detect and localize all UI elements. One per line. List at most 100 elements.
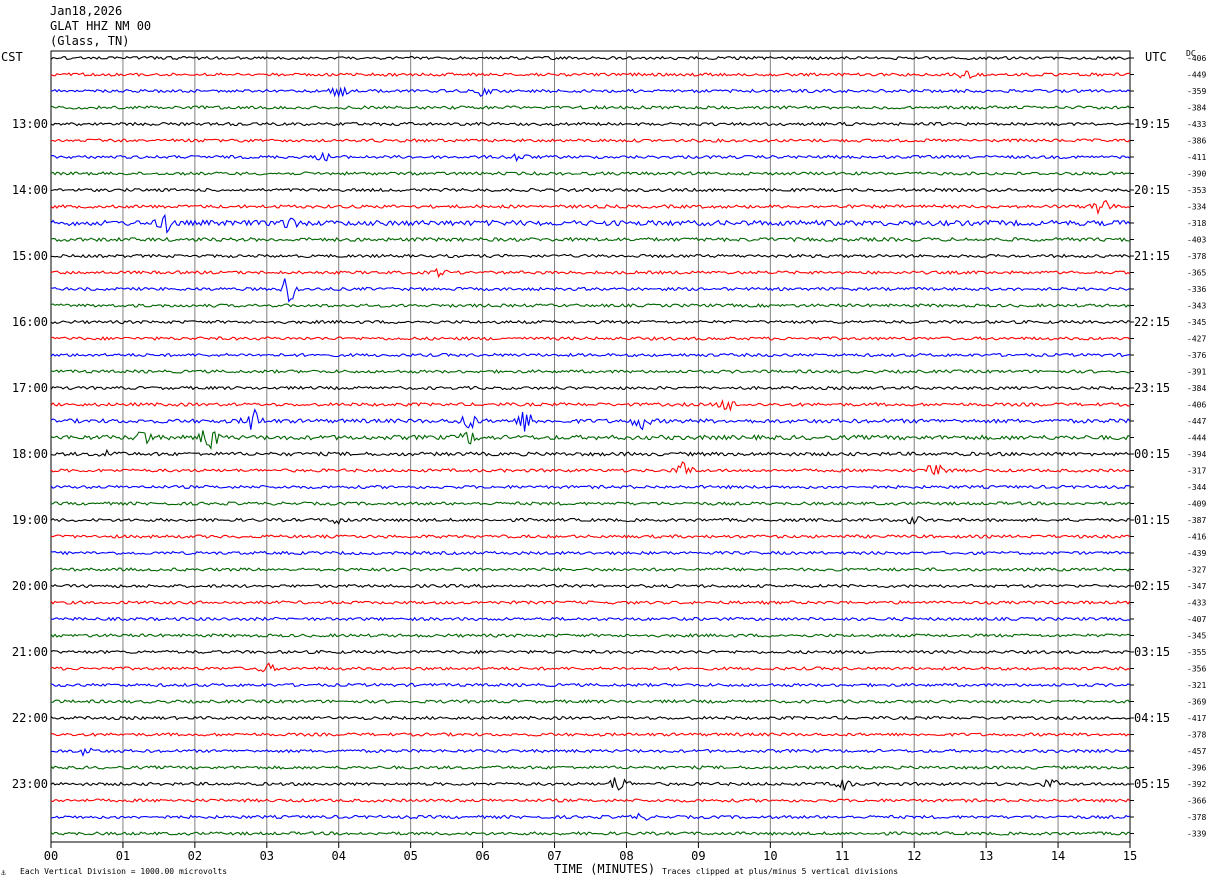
dc-offset-label: -318 [1187, 219, 1206, 228]
trace-row [50, 151, 1131, 163]
trace-row [50, 138, 1131, 143]
x-tick-label: 03 [260, 849, 274, 863]
dc-offset-label: -396 [1187, 764, 1206, 773]
trace-row [50, 85, 1131, 98]
trace-row [50, 515, 1131, 525]
trace-row [50, 319, 1131, 325]
utc-hour-label: 02:15 [1134, 579, 1170, 593]
x-tick-label: 01 [116, 849, 130, 863]
cst-hour-label: 16:00 [12, 315, 48, 329]
utc-axis-title: UTC [1145, 50, 1167, 64]
station-code: GLAT HHZ NM 00 [50, 19, 152, 33]
x-tick-label: 11 [835, 849, 849, 863]
minute-grid [50, 50, 1131, 848]
dc-offset-label: -439 [1187, 549, 1206, 558]
dc-offset-label: -339 [1187, 830, 1206, 839]
dc-offset-label: -345 [1187, 318, 1206, 327]
x-tick-label: 07 [547, 849, 561, 863]
x-tick-label: 02 [188, 849, 202, 863]
dc-offset-label: -347 [1187, 582, 1206, 591]
trace-row [50, 121, 1131, 127]
utc-hour-label: 21:15 [1134, 249, 1170, 263]
trace-row [50, 430, 1131, 451]
x-tick-label: 04 [332, 849, 346, 863]
x-tick-label: 10 [763, 849, 777, 863]
cst-hour-label: 14:00 [12, 183, 48, 197]
trace-row [50, 534, 1131, 539]
trace-row [50, 278, 1131, 303]
cst-hour-label: 20:00 [12, 579, 48, 593]
cst-hour-label: 17:00 [12, 381, 48, 395]
dc-offset-label: -386 [1187, 137, 1206, 146]
trace-row [50, 501, 1131, 506]
dc-title: DC [1186, 49, 1196, 58]
dc-offset-label: -376 [1187, 351, 1206, 360]
trace-row [50, 267, 1131, 279]
trace-row [50, 303, 1131, 308]
dc-offset-label: -378 [1187, 252, 1206, 261]
dc-offset-label: -327 [1187, 566, 1206, 575]
cst-axis-title: CST [1, 50, 23, 64]
utc-hour-label: 20:15 [1134, 183, 1170, 197]
dc-offset-label: -353 [1187, 186, 1206, 195]
cst-hour-label: 13:00 [12, 117, 48, 131]
utc-hour-label: 23:15 [1134, 381, 1170, 395]
utc-hour-label: 04:15 [1134, 711, 1170, 725]
utc-hour-label: 01:15 [1134, 513, 1170, 527]
dc-offset-label: -406 [1187, 401, 1206, 410]
x-tick-label: 05 [403, 849, 417, 863]
dc-offset-label: -356 [1187, 665, 1206, 674]
trace-row [50, 352, 1131, 358]
trace-row [50, 798, 1131, 803]
dc-offset-label: -387 [1187, 516, 1206, 525]
utc-hour-label: 03:15 [1134, 645, 1170, 659]
dc-offset-label: -390 [1187, 170, 1206, 179]
trace-row [50, 398, 1131, 413]
dc-offset-label: -394 [1187, 450, 1206, 459]
x-axis-title: TIME (MINUTES) [554, 862, 656, 876]
x-tick-label: 08 [619, 849, 633, 863]
cst-hour-label: 22:00 [12, 711, 48, 725]
trace-row [50, 765, 1131, 770]
dc-offset-label: -447 [1187, 417, 1206, 426]
trace-row [50, 567, 1131, 572]
x-tick-label: 06 [475, 849, 489, 863]
utc-hour-label: 19:15 [1134, 117, 1170, 131]
dc-offset-label: -444 [1187, 434, 1206, 443]
trace-row [50, 777, 1131, 791]
dc-offset-label: -384 [1187, 384, 1206, 393]
dc-offset-label: -392 [1187, 780, 1206, 789]
dc-offset-label: -365 [1187, 269, 1206, 278]
dc-offset-label: -384 [1187, 104, 1206, 113]
trace-row [50, 70, 1131, 80]
clip-note: Traces clipped at plus/minus 5 vertical … [662, 867, 899, 876]
dc-offset-label: -378 [1187, 813, 1206, 822]
trace-row [50, 448, 1131, 457]
trace-row [50, 385, 1131, 391]
trace-row [50, 213, 1131, 234]
dc-offset-label: -409 [1187, 500, 1206, 509]
dc-offset-label: -344 [1187, 483, 1206, 492]
trace-row [50, 600, 1131, 605]
trace-row [50, 831, 1131, 836]
x-tick-label: 15 [1123, 849, 1137, 863]
x-tick-label: 13 [979, 849, 993, 863]
trace-row [50, 55, 1131, 61]
dc-offset-label: -433 [1187, 120, 1206, 129]
utc-hour-label: 00:15 [1134, 447, 1170, 461]
trace-row [50, 633, 1131, 638]
trace-row [50, 105, 1131, 110]
trace-row [50, 236, 1131, 243]
trace-group [50, 55, 1131, 836]
dc-offset-label: -406 [1187, 54, 1206, 63]
trace-row [50, 682, 1131, 688]
trace-row [50, 715, 1131, 721]
dc-offset-label: -427 [1187, 335, 1206, 344]
trace-row [50, 408, 1131, 432]
utc-hour-label: 05:15 [1134, 777, 1170, 791]
dc-offset-label: -317 [1187, 467, 1206, 476]
dc-offset-label: -416 [1187, 533, 1206, 542]
title-date: Jan18,2026 [50, 4, 123, 18]
dc-offset-label: -366 [1187, 797, 1206, 806]
